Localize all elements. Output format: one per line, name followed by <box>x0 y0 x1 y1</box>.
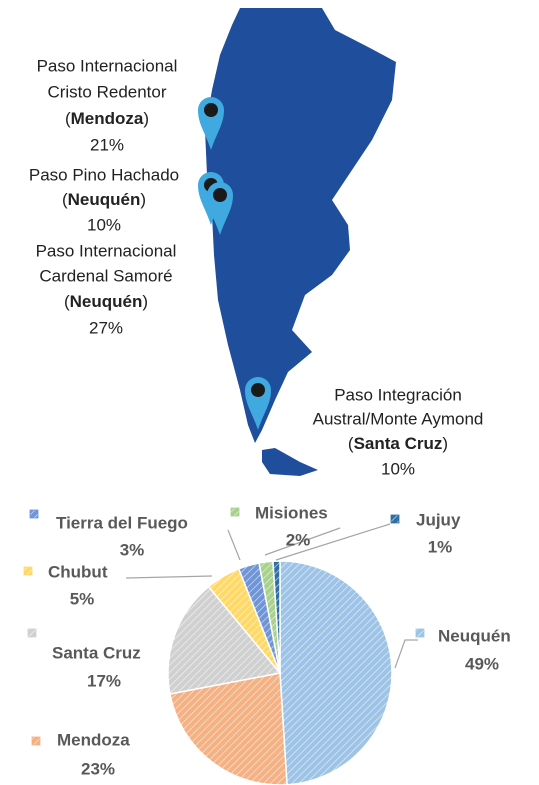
legend-swatch <box>390 514 400 524</box>
pie-slice <box>279 560 393 785</box>
province-part: ( <box>62 190 68 209</box>
crossing-percent: 21% <box>90 135 124 154</box>
province-part: ) <box>442 434 448 453</box>
crossing-name: Paso Internacional <box>36 241 177 260</box>
crossing-province: (Neuquén) <box>64 292 148 311</box>
value-label: 5% <box>70 589 95 608</box>
leader-line <box>125 575 213 579</box>
province-part: ) <box>140 190 146 209</box>
category-label: Jujuy <box>416 510 461 529</box>
crossing-province: (Santa Cruz) <box>348 434 448 453</box>
leader-line <box>394 639 418 669</box>
crossing-name: Paso Pino Hachado <box>29 165 179 184</box>
category-label: Misiones <box>255 503 328 522</box>
legend-swatch <box>230 507 240 517</box>
legend-swatch <box>23 566 33 576</box>
tierra-del-fuego <box>262 448 318 476</box>
leader-line <box>227 529 241 561</box>
crossing-name: Austral/Monte Aymond <box>313 409 484 428</box>
category-label: Neuquén <box>438 626 511 645</box>
value-label: 1% <box>428 537 453 556</box>
province-part: ( <box>348 434 354 453</box>
province-part: Santa Cruz <box>354 434 443 453</box>
province-part: ( <box>64 292 70 311</box>
value-label: 2% <box>286 530 311 549</box>
crossing-percent: 10% <box>381 459 415 478</box>
category-label: Santa Cruz <box>52 643 141 662</box>
crossing-percent: 10% <box>87 215 121 234</box>
category-label: Mendoza <box>57 730 130 749</box>
province-part: ) <box>143 109 149 128</box>
value-label: 23% <box>81 759 115 778</box>
legend-swatch <box>415 628 425 638</box>
category-label: Tierra del Fuego <box>56 513 188 532</box>
province-part: ( <box>65 109 71 128</box>
pins <box>198 97 271 430</box>
province-part: Mendoza <box>71 109 144 128</box>
crossing-name: Cardenal Samoré <box>39 266 172 285</box>
value-label: 17% <box>87 671 121 690</box>
crossing-name: Cristo Redentor <box>47 82 166 101</box>
value-label: 3% <box>120 540 145 559</box>
pie-slice <box>167 585 282 695</box>
pin-dot <box>213 188 227 202</box>
crossing-name: Paso Internacional <box>37 56 178 75</box>
legend-swatch <box>29 509 39 519</box>
argentina-map <box>205 8 396 443</box>
pin-dot <box>204 103 218 117</box>
value-label: 49% <box>465 654 499 673</box>
legend-swatch <box>31 736 41 746</box>
legend-swatch <box>27 628 37 638</box>
crossing-name: Paso Integración <box>334 385 462 404</box>
leader-line <box>275 523 391 561</box>
category-label: Chubut <box>48 562 108 581</box>
province-part: Neuquén <box>68 190 141 209</box>
crossing-province: (Neuquén) <box>62 190 146 209</box>
province-part: ) <box>142 292 148 311</box>
leader-line <box>264 527 341 556</box>
crossing-province: (Mendoza) <box>65 109 149 128</box>
province-part: Neuquén <box>70 292 143 311</box>
crossing-percent: 27% <box>89 318 123 337</box>
pie-slice <box>272 560 281 674</box>
pin-dot <box>251 383 265 397</box>
